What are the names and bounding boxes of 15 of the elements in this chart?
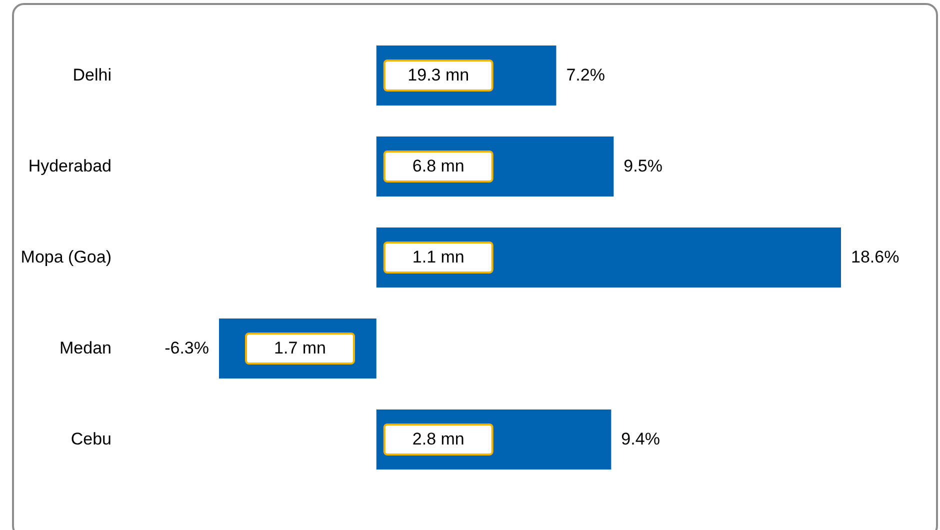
y-tick-label: Delhi — [72, 66, 112, 84]
annotation: 6.8 mn — [412, 156, 464, 176]
annotation: 19.3 mn — [408, 66, 470, 84]
y-tick-label: Hyderabad — [28, 156, 112, 176]
data-label: -6.3% — [164, 338, 209, 358]
y-tick-label: Cebu — [70, 430, 112, 448]
annotation: 1.7 mn — [274, 338, 326, 358]
annotation: 1.1 mn — [412, 248, 464, 266]
data-label: 18.6% — [851, 248, 900, 266]
data-label: 9.4% — [621, 430, 660, 448]
y-tick-label: Mopa (Goa) — [20, 248, 112, 266]
data-label: 9.5% — [624, 156, 662, 176]
annotation: 2.8 mn — [412, 430, 464, 448]
data-label: 7.2% — [566, 66, 605, 84]
y-tick-label: Medan — [60, 338, 112, 358]
